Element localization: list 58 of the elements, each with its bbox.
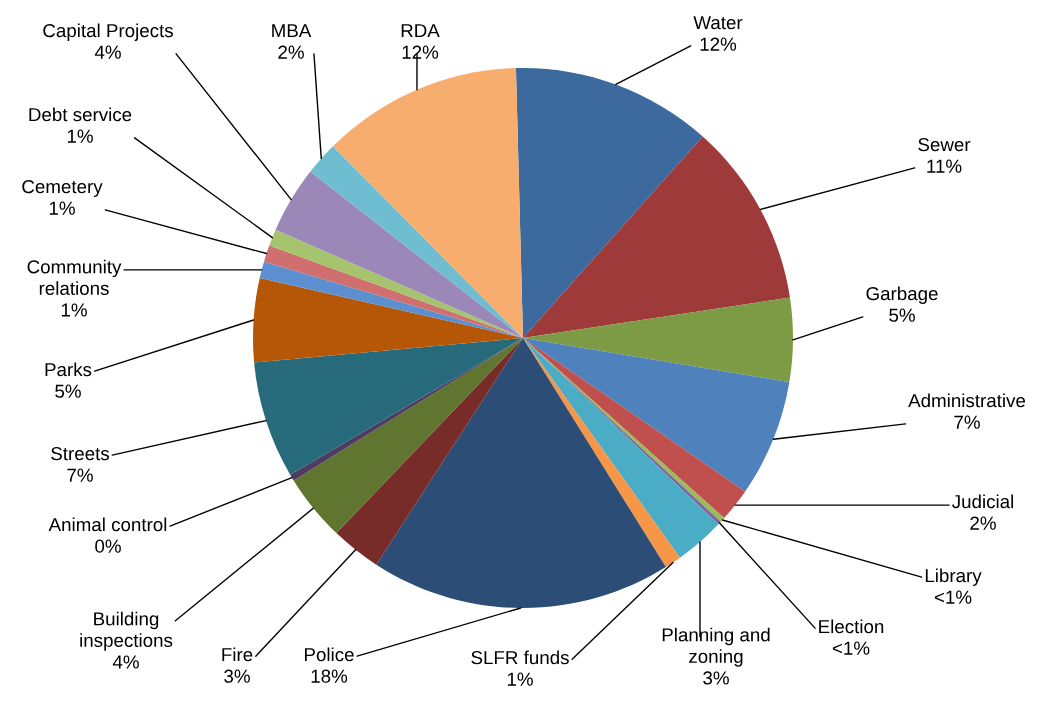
- pie-slice: [523, 136, 790, 338]
- data-label: <1%: [934, 590, 972, 604]
- data-label: 1%: [61, 303, 87, 317]
- slice-label: Building inspections: [80, 611, 173, 651]
- data-label: 1%: [507, 672, 533, 686]
- data-label: 7%: [67, 468, 93, 482]
- pie-slice: [275, 171, 523, 338]
- slice-label: MBA: [272, 24, 312, 38]
- slice-label: Planning and zoning: [662, 627, 770, 667]
- data-label: 12%: [700, 37, 737, 51]
- pie-slice: [310, 146, 523, 338]
- pie-slice: [269, 229, 523, 338]
- slice-label: RDA: [401, 24, 440, 38]
- pie-slice: [523, 338, 719, 558]
- pie-slice: [254, 338, 523, 475]
- slice-label: Animal control: [48, 517, 167, 532]
- data-label: <1%: [832, 641, 870, 655]
- slice-label: Election: [819, 619, 884, 634]
- data-label: 11%: [927, 159, 962, 173]
- pie-slice: [376, 338, 666, 608]
- slice-label: Sewer: [918, 137, 971, 152]
- pie-slice: [523, 297, 793, 383]
- pie-slice: [290, 338, 523, 481]
- data-label: 3%: [703, 671, 729, 685]
- data-label: 5%: [889, 308, 915, 322]
- data-label: 18%: [311, 669, 348, 683]
- slice-label: Debt service: [29, 107, 132, 122]
- pie-slice: [523, 338, 790, 492]
- slice-label: Administrative: [908, 393, 1026, 408]
- pie-slice: [515, 68, 703, 338]
- data-label: 4%: [94, 45, 121, 59]
- pie-slice: [336, 338, 523, 565]
- slice-label: Judicial: [952, 494, 1014, 509]
- data-label: 0%: [95, 539, 121, 553]
- slice-label: Cemetery: [22, 179, 103, 197]
- slice-label: Parks: [45, 362, 92, 377]
- slice-label: Community relations: [27, 259, 122, 296]
- slice-label: Streets: [51, 446, 110, 461]
- pie-slice: [293, 338, 523, 534]
- slice-label: Water: [693, 16, 743, 30]
- slice-label: Capital Projects: [43, 23, 173, 41]
- slice-label: Garbage: [866, 286, 938, 304]
- pie-slice: [264, 245, 523, 338]
- data-label: 4%: [112, 655, 139, 669]
- data-label: 12%: [402, 45, 439, 59]
- data-label: 2%: [278, 45, 304, 59]
- data-label: 7%: [954, 415, 980, 429]
- data-label: 2%: [970, 516, 996, 530]
- slice-label: Library: [925, 568, 982, 586]
- data-label: 1%: [67, 129, 93, 143]
- data-label: 3%: [224, 669, 250, 683]
- data-label: 5%: [55, 384, 81, 398]
- data-label: 1%: [49, 201, 75, 215]
- slice-label: Police: [305, 647, 354, 662]
- slice-label: SLFR funds: [471, 650, 569, 665]
- slice-label: Fire: [222, 647, 253, 662]
- pie-slice: [332, 68, 523, 338]
- pie-slice: [253, 278, 523, 363]
